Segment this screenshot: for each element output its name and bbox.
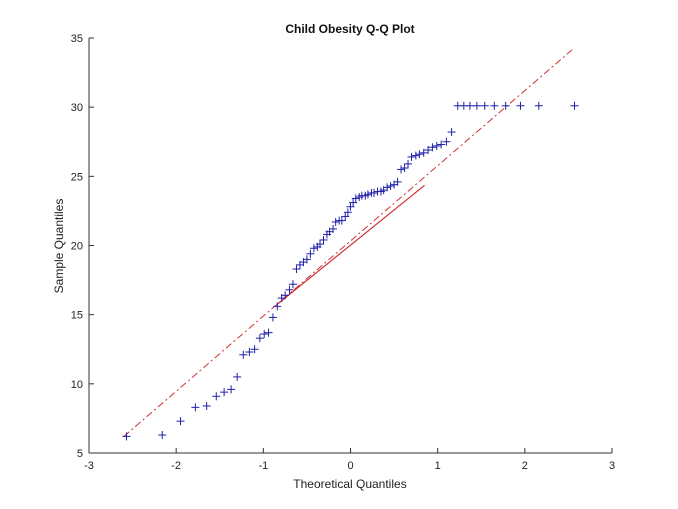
y-axis-title: Sample Quantiles bbox=[52, 199, 66, 294]
data-point bbox=[397, 165, 406, 174]
data-point bbox=[370, 188, 379, 197]
y-tick-label: 30 bbox=[71, 102, 83, 114]
chart-title: Child Obesity Q-Q Plot bbox=[285, 22, 414, 36]
data-point bbox=[386, 182, 395, 191]
data-point bbox=[315, 240, 324, 249]
data-point bbox=[220, 388, 229, 397]
data-point bbox=[570, 101, 579, 110]
x-tick-label: -3 bbox=[84, 460, 94, 472]
data-points bbox=[122, 101, 579, 441]
y-tick-label: 35 bbox=[71, 33, 83, 45]
data-point bbox=[233, 372, 242, 381]
reference-line-group bbox=[123, 47, 575, 437]
x-axis-title: Theoretical Quantiles bbox=[293, 477, 406, 491]
data-point bbox=[329, 224, 338, 233]
y-tick-label: 5 bbox=[77, 448, 83, 460]
data-point bbox=[415, 150, 424, 159]
data-point bbox=[337, 216, 346, 225]
data-point bbox=[245, 348, 254, 357]
data-point bbox=[260, 330, 269, 339]
data-point bbox=[383, 183, 392, 192]
data-point bbox=[285, 285, 294, 294]
data-point bbox=[442, 137, 451, 146]
x-tick-label: 2 bbox=[522, 460, 528, 472]
data-point bbox=[239, 350, 248, 359]
data-point bbox=[411, 151, 420, 160]
data-point bbox=[501, 101, 510, 110]
data-point bbox=[424, 146, 433, 155]
data-point bbox=[428, 143, 437, 152]
data-point bbox=[158, 431, 167, 440]
x-tick-label: 0 bbox=[347, 460, 353, 472]
data-point bbox=[437, 140, 446, 149]
data-point bbox=[346, 202, 355, 211]
reference-line-solid bbox=[276, 184, 425, 305]
data-point bbox=[407, 152, 416, 161]
data-point bbox=[351, 194, 360, 203]
data-point bbox=[202, 401, 211, 410]
data-point bbox=[432, 141, 441, 150]
y-tick-label: 15 bbox=[71, 310, 83, 322]
y-tick-label: 20 bbox=[71, 241, 83, 253]
data-point bbox=[419, 148, 428, 157]
x-tick-label: 1 bbox=[435, 460, 441, 472]
x-tick-label: 3 bbox=[609, 460, 615, 472]
reference-line-dashdot bbox=[123, 47, 575, 437]
data-point bbox=[465, 101, 474, 110]
data-point bbox=[447, 128, 456, 137]
data-point bbox=[227, 385, 236, 394]
x-tick-label: -1 bbox=[258, 460, 268, 472]
data-point bbox=[273, 302, 282, 311]
data-point bbox=[306, 249, 315, 258]
data-point bbox=[292, 265, 301, 274]
data-point bbox=[268, 313, 277, 322]
data-point bbox=[288, 280, 297, 289]
data-point bbox=[281, 291, 290, 300]
data-point bbox=[393, 177, 402, 186]
data-point bbox=[122, 432, 131, 441]
data-point bbox=[309, 244, 318, 253]
data-point bbox=[255, 334, 264, 343]
data-point bbox=[516, 101, 525, 110]
data-point bbox=[480, 101, 489, 110]
data-point bbox=[341, 212, 350, 221]
x-tick-label: -2 bbox=[171, 460, 181, 472]
data-point bbox=[363, 190, 372, 199]
data-point bbox=[302, 255, 311, 264]
data-point bbox=[472, 101, 481, 110]
data-point bbox=[534, 101, 543, 110]
data-point bbox=[176, 417, 185, 426]
data-point bbox=[319, 235, 328, 244]
data-point bbox=[264, 328, 273, 337]
data-point bbox=[490, 101, 499, 110]
data-point bbox=[343, 208, 352, 217]
y-tick-label: 10 bbox=[71, 379, 83, 391]
data-point bbox=[331, 217, 340, 226]
data-point bbox=[191, 403, 200, 412]
data-point bbox=[400, 164, 409, 173]
data-point bbox=[250, 345, 259, 354]
data-point bbox=[349, 198, 358, 207]
data-point bbox=[212, 392, 221, 401]
y-tick-label: 25 bbox=[71, 171, 83, 183]
data-point bbox=[404, 159, 413, 168]
